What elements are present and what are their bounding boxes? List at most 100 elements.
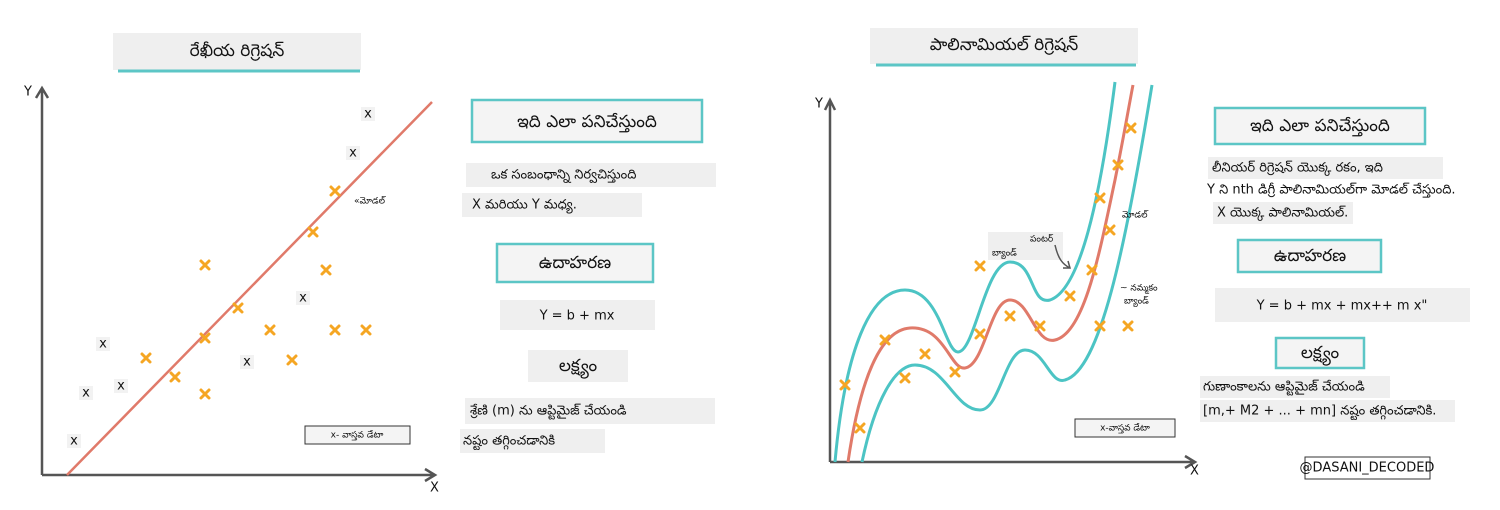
label-box xyxy=(988,232,1063,260)
formula-box xyxy=(1215,288,1470,322)
text-box xyxy=(1213,202,1353,224)
heading: లక్ష్యం xyxy=(559,356,598,379)
data-point xyxy=(899,372,911,384)
marker: x xyxy=(117,379,125,394)
marker-box xyxy=(346,146,360,160)
title-box xyxy=(870,28,1138,64)
marker-box xyxy=(240,355,254,369)
marker-box xyxy=(67,434,81,448)
marker: x xyxy=(364,107,372,122)
text-box xyxy=(466,163,716,187)
data-point xyxy=(329,185,341,197)
text-box xyxy=(1200,376,1390,398)
data-point xyxy=(919,348,931,360)
marker-box xyxy=(114,379,128,393)
data-point xyxy=(360,324,372,336)
upper-band xyxy=(833,81,1117,463)
heading: ఉదాహరణ xyxy=(539,253,611,273)
heading-box xyxy=(1274,336,1366,370)
text-box xyxy=(462,193,642,217)
goal: [m,+ M2 + ... + mn] నష్టం తగ్గించడానికి. xyxy=(1203,404,1436,421)
band-label: బ్యాండ్ xyxy=(1124,296,1149,308)
heading-box xyxy=(1236,238,1383,274)
data-point xyxy=(264,324,276,336)
data-point xyxy=(1064,290,1076,302)
credit: @DASANI_DECODED xyxy=(1300,461,1435,476)
data-point xyxy=(140,352,152,364)
data-point xyxy=(1034,320,1046,332)
legend-box xyxy=(1074,418,1176,438)
heading-box xyxy=(495,242,655,284)
data-point xyxy=(199,388,211,400)
data-point xyxy=(1125,122,1137,134)
model-label: మోడల్ xyxy=(1122,210,1149,221)
data-point xyxy=(199,259,211,271)
data-point xyxy=(169,371,181,383)
data-point xyxy=(329,324,341,336)
lower-band xyxy=(860,84,1154,463)
data-point xyxy=(1004,310,1016,322)
credit-box xyxy=(1304,456,1431,480)
marker: x xyxy=(243,355,251,370)
description: X మరియు Y మధ్య. xyxy=(472,198,577,215)
data-point xyxy=(854,422,866,434)
axes xyxy=(823,97,1198,470)
axes xyxy=(34,85,438,483)
formula: Y = b + mx + mx++ m x" xyxy=(1256,299,1428,314)
model-curve xyxy=(846,84,1135,463)
title: రేఖీయ రిగ్రెషన్ xyxy=(190,41,285,61)
x-axis-label: X xyxy=(1190,464,1199,479)
description: X యొక్క పాలినామియల్. xyxy=(1217,206,1348,222)
data-point xyxy=(307,226,319,238)
data-point xyxy=(199,332,211,344)
data-point xyxy=(232,302,244,314)
marker-box xyxy=(96,337,110,351)
heading: ఇది ఎలా పనిచేస్తుంది xyxy=(517,112,657,133)
arrow xyxy=(1054,244,1071,269)
data-point xyxy=(1086,264,1098,276)
heading-box xyxy=(528,350,628,382)
data-point xyxy=(1112,159,1124,171)
legend-box xyxy=(304,425,411,445)
y-axis-label: Y xyxy=(814,97,823,112)
marker-box xyxy=(79,386,93,400)
goal: నష్టం తగ్గించడానికి xyxy=(463,434,555,451)
text-box xyxy=(1208,157,1443,179)
marker: x xyxy=(349,146,357,161)
formula-box xyxy=(500,300,655,330)
regression-line xyxy=(66,101,433,476)
title: పాలినామియల్ రిగ్రెషన్ xyxy=(930,35,1079,55)
data-point xyxy=(286,354,298,366)
goal: గుణాంకాలను ఆప్టిమైజ్ చేయండి xyxy=(1203,380,1365,397)
data-point xyxy=(949,366,961,378)
data-point xyxy=(1094,192,1106,204)
marker-box xyxy=(361,107,375,121)
heading-box xyxy=(1213,106,1427,146)
legend: x- వాస్తవ డేటా xyxy=(331,430,384,441)
marker: x xyxy=(99,337,107,352)
marker-box xyxy=(296,291,310,305)
data-point xyxy=(1094,320,1106,332)
data-point xyxy=(879,334,891,346)
heading-box xyxy=(470,98,704,144)
text-box xyxy=(465,398,715,424)
text-box xyxy=(1200,400,1455,422)
heading: ఉదాహరణ xyxy=(1274,246,1346,266)
heading: లక్ష్యం xyxy=(1301,343,1340,366)
marker: x xyxy=(299,291,307,306)
description: ఒక సంబంధాన్ని నిర్వచిస్తుంది xyxy=(491,168,636,184)
data-point xyxy=(974,260,986,272)
marker: x xyxy=(82,386,90,401)
title-box xyxy=(113,33,361,70)
band-label: పంటర్ xyxy=(1030,234,1054,245)
data-point xyxy=(1122,320,1134,332)
legend: x-వాస్తవ డేటా xyxy=(1100,423,1150,434)
data-point xyxy=(974,328,986,340)
band-label: ~ నమ్మకం xyxy=(1120,284,1158,295)
description: లీనియర్ రిగ్రెషన్ యొక్క రకం, ఇది xyxy=(1212,161,1383,177)
formula: Y = b + mx xyxy=(539,309,615,324)
x-axis-label: X xyxy=(430,481,439,496)
heading: ఇది ఎలా పనిచేస్తుంది xyxy=(1250,116,1390,137)
marker: x xyxy=(70,434,78,449)
